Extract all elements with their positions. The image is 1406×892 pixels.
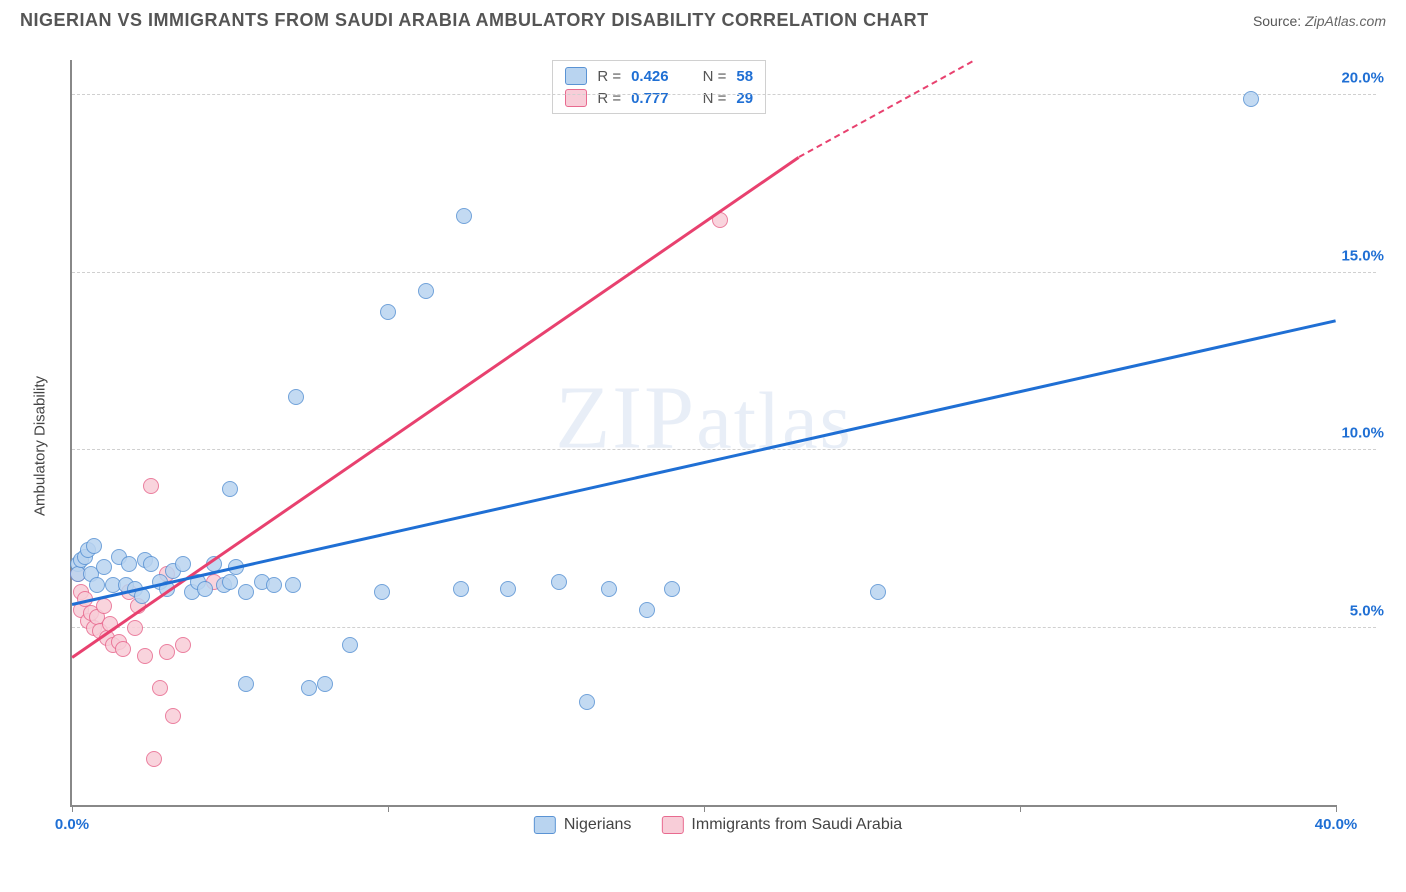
n-label-b: N = [703, 90, 727, 107]
scatter-point-series-a [418, 283, 434, 299]
scatter-point-series-a [96, 559, 112, 575]
scatter-point-series-b [165, 708, 181, 724]
footer-legend: Nigerians Immigrants from Saudi Arabia [534, 816, 902, 834]
y-tick-label: 20.0% [1338, 70, 1384, 87]
scatter-point-series-a [380, 304, 396, 320]
scatter-point-series-a [579, 694, 595, 710]
x-tick-mark [1020, 805, 1021, 812]
scatter-point-series-a [456, 208, 472, 224]
scatter-point-series-a [1243, 91, 1259, 107]
trendline-extrapolated [798, 60, 973, 158]
scatter-point-series-a [453, 581, 469, 597]
y-tick-label: 10.0% [1338, 425, 1384, 442]
gridline-h [72, 449, 1376, 450]
scatter-point-series-a [342, 637, 358, 653]
swatch-series-a [565, 67, 587, 85]
scatter-point-series-b [159, 644, 175, 660]
y-axis-label: Ambulatory Disability [32, 376, 49, 516]
y-tick-label: 15.0% [1338, 247, 1384, 264]
n-label-a: N = [703, 68, 727, 85]
legend-item-series-a: Nigerians [534, 816, 632, 834]
r-value-a: 0.426 [631, 68, 669, 85]
scatter-point-series-a [551, 574, 567, 590]
legend-item-series-b: Immigrants from Saudi Arabia [661, 816, 902, 834]
scatter-point-series-a [664, 581, 680, 597]
stats-row-series-b: R = 0.777 N = 29 [565, 87, 753, 109]
scatter-point-series-b [152, 680, 168, 696]
scatter-point-series-a [238, 676, 254, 692]
scatter-point-series-b [137, 648, 153, 664]
legend-swatch-b [661, 816, 683, 834]
source-label: Source: [1253, 13, 1301, 29]
scatter-point-series-a [89, 577, 105, 593]
scatter-point-series-a [143, 556, 159, 572]
x-tick-mark [72, 805, 73, 812]
scatter-point-series-a [601, 581, 617, 597]
x-tick-mark [388, 805, 389, 812]
legend-label-b: Immigrants from Saudi Arabia [691, 816, 902, 834]
scatter-point-series-a [238, 584, 254, 600]
gridline-h [72, 272, 1376, 273]
legend-swatch-a [534, 816, 556, 834]
scatter-point-series-a [266, 577, 282, 593]
x-tick-label: 0.0% [55, 816, 89, 833]
scatter-point-series-a [870, 584, 886, 600]
n-value-a: 58 [736, 68, 753, 85]
scatter-point-series-b [127, 620, 143, 636]
x-tick-mark [1336, 805, 1337, 812]
source-attribution: Source: ZipAtlas.com [1253, 13, 1386, 29]
n-value-b: 29 [736, 90, 753, 107]
scatter-point-series-a [374, 584, 390, 600]
scatter-point-series-b [115, 641, 131, 657]
swatch-series-b [565, 89, 587, 107]
stats-legend: R = 0.426 N = 58 R = 0.777 N = 29 [552, 60, 766, 114]
scatter-point-series-a [86, 538, 102, 554]
r-value-b: 0.777 [631, 90, 669, 107]
y-tick-label: 5.0% [1338, 602, 1384, 619]
stats-row-series-a: R = 0.426 N = 58 [565, 65, 753, 87]
scatter-point-series-b [175, 637, 191, 653]
scatter-point-series-b [96, 598, 112, 614]
scatter-point-series-a [288, 389, 304, 405]
watermark: ZIPatlas [555, 366, 853, 469]
chart-title: NIGERIAN VS IMMIGRANTS FROM SAUDI ARABIA… [20, 10, 929, 31]
plot-container: Ambulatory Disability ZIPatlas R = 0.426… [50, 50, 1386, 842]
scatter-plot-area: ZIPatlas R = 0.426 N = 58 R = 0.777 N = … [70, 60, 1336, 807]
chart-header: NIGERIAN VS IMMIGRANTS FROM SAUDI ARABIA… [0, 0, 1406, 36]
trendline [71, 156, 799, 658]
x-tick-mark [704, 805, 705, 812]
scatter-point-series-a [197, 581, 213, 597]
scatter-point-series-a [317, 676, 333, 692]
trendline [72, 319, 1337, 605]
r-label-b: R = [597, 90, 621, 107]
scatter-point-series-b [143, 478, 159, 494]
source-value: ZipAtlas.com [1305, 13, 1386, 29]
scatter-point-series-a [121, 556, 137, 572]
r-label-a: R = [597, 68, 621, 85]
gridline-h [72, 94, 1376, 95]
scatter-point-series-a [639, 602, 655, 618]
gridline-h [72, 627, 1376, 628]
scatter-point-series-a [175, 556, 191, 572]
legend-label-a: Nigerians [564, 816, 632, 834]
scatter-point-series-b [146, 751, 162, 767]
scatter-point-series-a [500, 581, 516, 597]
scatter-point-series-a [222, 574, 238, 590]
scatter-point-series-a [301, 680, 317, 696]
scatter-point-series-a [285, 577, 301, 593]
scatter-point-series-a [222, 481, 238, 497]
x-tick-label: 40.0% [1315, 816, 1358, 833]
